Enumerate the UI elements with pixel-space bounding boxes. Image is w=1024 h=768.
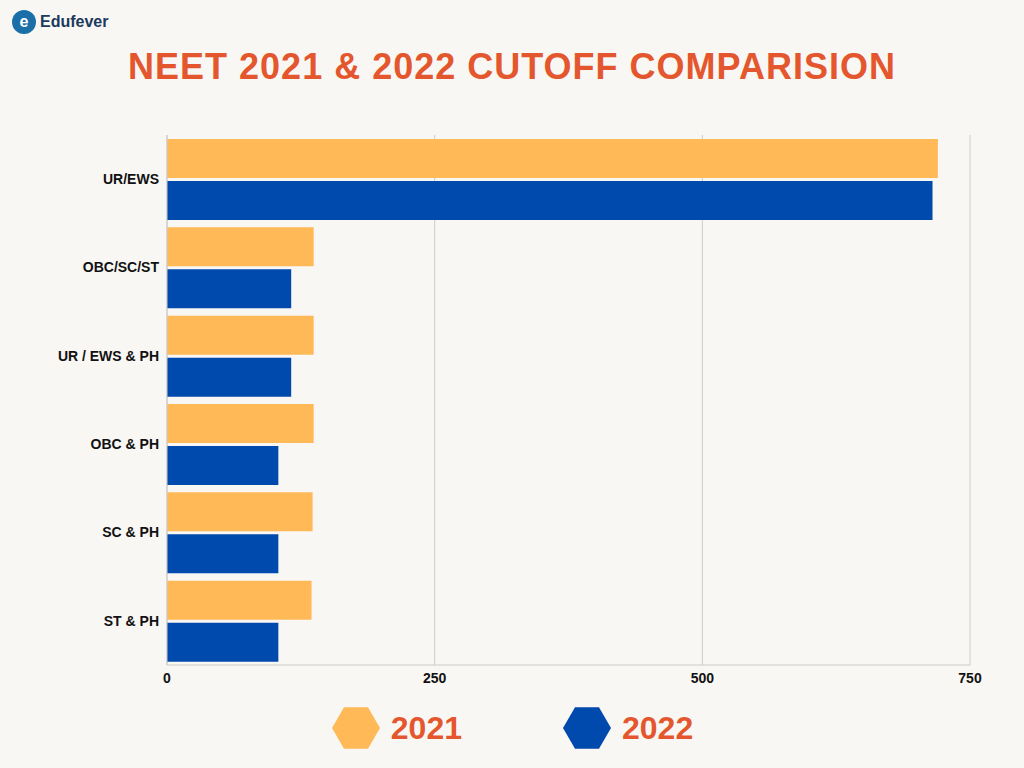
- svg-text:UR / EWS & PH: UR / EWS & PH: [58, 348, 159, 364]
- svg-text:0: 0: [163, 670, 171, 686]
- html-text:2021: 2021: [390, 709, 462, 746]
- svg-text:500: 500: [691, 670, 715, 686]
- svg-text:250: 250: [423, 670, 447, 686]
- svg-text:ST & PH: ST & PH: [104, 613, 159, 629]
- html-text:NEET 2021 & 2022 CUTOFF COMPAR: NEET 2021 & 2022 CUTOFF COMPARISION: [128, 46, 896, 87]
- svg-text:UR/EWS: UR/EWS: [103, 171, 159, 187]
- svg-text:750: 750: [958, 670, 982, 686]
- svg-text:OBC/SC/ST: OBC/SC/ST: [83, 259, 160, 275]
- svg-text:OBC & PH: OBC & PH: [91, 436, 159, 452]
- html-text:Edufever: Edufever: [40, 13, 109, 30]
- svg-text:SC & PH: SC & PH: [102, 524, 159, 540]
- html-text:2022: 2022: [622, 709, 694, 746]
- html-text:e: e: [19, 13, 29, 30]
